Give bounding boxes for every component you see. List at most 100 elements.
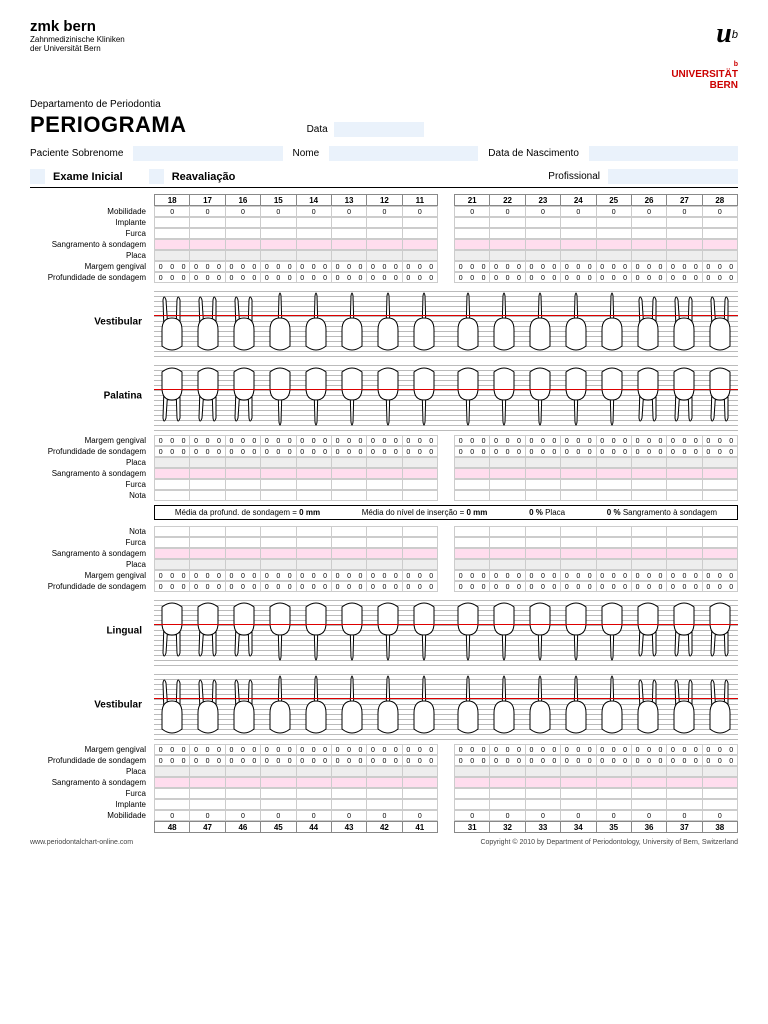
cell[interactable] bbox=[667, 468, 702, 479]
cell[interactable]: 000 bbox=[226, 570, 261, 581]
cell[interactable] bbox=[632, 777, 667, 788]
cell[interactable] bbox=[490, 457, 525, 468]
cell[interactable] bbox=[226, 766, 261, 777]
cell[interactable] bbox=[332, 250, 367, 261]
cell[interactable] bbox=[261, 217, 296, 228]
cell[interactable] bbox=[561, 228, 596, 239]
cell[interactable]: 0 bbox=[490, 206, 525, 217]
cell[interactable]: 000 bbox=[597, 581, 632, 592]
cell[interactable]: 000 bbox=[703, 744, 738, 755]
cell[interactable]: 000 bbox=[190, 755, 225, 766]
cell[interactable] bbox=[190, 537, 225, 548]
cell[interactable] bbox=[703, 548, 738, 559]
cell[interactable] bbox=[526, 479, 561, 490]
cell[interactable] bbox=[632, 559, 667, 570]
cell[interactable] bbox=[261, 479, 296, 490]
cell[interactable] bbox=[703, 788, 738, 799]
cell[interactable]: 000 bbox=[190, 581, 225, 592]
cell[interactable] bbox=[332, 490, 367, 501]
cell[interactable] bbox=[597, 239, 632, 250]
cell[interactable] bbox=[403, 239, 438, 250]
cell[interactable]: 000 bbox=[332, 570, 367, 581]
cell[interactable] bbox=[226, 490, 261, 501]
cell[interactable] bbox=[154, 490, 190, 501]
cell[interactable]: 000 bbox=[703, 446, 738, 457]
cell[interactable] bbox=[403, 559, 438, 570]
cell[interactable] bbox=[226, 537, 261, 548]
cell[interactable]: 000 bbox=[154, 261, 190, 272]
cell[interactable] bbox=[632, 239, 667, 250]
cell[interactable]: 0 bbox=[332, 810, 367, 821]
cell[interactable] bbox=[526, 239, 561, 250]
cell[interactable]: 000 bbox=[367, 755, 402, 766]
cell[interactable] bbox=[367, 799, 402, 810]
cell[interactable] bbox=[403, 228, 438, 239]
cell[interactable]: 000 bbox=[297, 261, 332, 272]
cell[interactable]: 000 bbox=[667, 261, 702, 272]
cell[interactable]: 0 bbox=[454, 810, 490, 821]
cell[interactable]: 000 bbox=[703, 261, 738, 272]
cell[interactable] bbox=[561, 490, 596, 501]
cell[interactable]: 000 bbox=[703, 581, 738, 592]
cell[interactable] bbox=[190, 228, 225, 239]
cell[interactable] bbox=[561, 548, 596, 559]
cell[interactable] bbox=[454, 777, 490, 788]
cell[interactable] bbox=[561, 537, 596, 548]
cell[interactable]: 000 bbox=[226, 755, 261, 766]
cell[interactable] bbox=[297, 799, 332, 810]
cell[interactable]: 000 bbox=[526, 435, 561, 446]
cell[interactable] bbox=[367, 537, 402, 548]
cell[interactable]: 000 bbox=[667, 435, 702, 446]
cell[interactable] bbox=[332, 777, 367, 788]
cell[interactable]: 000 bbox=[190, 570, 225, 581]
cell[interactable] bbox=[297, 239, 332, 250]
cell[interactable]: 000 bbox=[632, 272, 667, 283]
cell[interactable] bbox=[154, 468, 190, 479]
cell[interactable]: 000 bbox=[332, 446, 367, 457]
cell[interactable] bbox=[261, 799, 296, 810]
cell[interactable]: 000 bbox=[226, 446, 261, 457]
cell[interactable]: 000 bbox=[597, 744, 632, 755]
cell[interactable] bbox=[154, 548, 190, 559]
cell[interactable]: 000 bbox=[454, 744, 490, 755]
cell[interactable]: 000 bbox=[297, 272, 332, 283]
cell[interactable]: 0 bbox=[226, 810, 261, 821]
cell[interactable] bbox=[703, 526, 738, 537]
cell[interactable] bbox=[597, 490, 632, 501]
cell[interactable] bbox=[190, 559, 225, 570]
cell[interactable]: 0 bbox=[597, 810, 632, 821]
cell[interactable] bbox=[526, 217, 561, 228]
checkbox-reav[interactable] bbox=[149, 169, 164, 184]
cell[interactable]: 000 bbox=[261, 446, 296, 457]
cell[interactable]: 000 bbox=[561, 272, 596, 283]
cell[interactable] bbox=[597, 537, 632, 548]
cell[interactable]: 0 bbox=[190, 810, 225, 821]
cell[interactable] bbox=[367, 559, 402, 570]
cell[interactable] bbox=[297, 526, 332, 537]
cell[interactable] bbox=[454, 490, 490, 501]
cell[interactable] bbox=[261, 250, 296, 261]
cell[interactable]: 000 bbox=[261, 581, 296, 592]
cell[interactable]: 000 bbox=[667, 755, 702, 766]
cell[interactable] bbox=[403, 537, 438, 548]
cell[interactable] bbox=[261, 457, 296, 468]
cell[interactable] bbox=[490, 788, 525, 799]
cell[interactable]: 000 bbox=[454, 261, 490, 272]
cell[interactable]: 000 bbox=[261, 744, 296, 755]
cell[interactable] bbox=[703, 217, 738, 228]
cell[interactable]: 000 bbox=[667, 744, 702, 755]
cell[interactable]: 000 bbox=[261, 755, 296, 766]
cell[interactable] bbox=[597, 228, 632, 239]
cell[interactable] bbox=[332, 799, 367, 810]
cell[interactable] bbox=[226, 479, 261, 490]
cell[interactable]: 0 bbox=[526, 810, 561, 821]
cell[interactable]: 000 bbox=[597, 570, 632, 581]
cell[interactable] bbox=[403, 250, 438, 261]
cell[interactable]: 0 bbox=[703, 810, 738, 821]
cell[interactable]: 0 bbox=[154, 206, 190, 217]
cell[interactable] bbox=[490, 526, 525, 537]
cell[interactable] bbox=[703, 228, 738, 239]
input-prof[interactable] bbox=[608, 169, 738, 184]
cell[interactable] bbox=[490, 479, 525, 490]
cell[interactable] bbox=[667, 526, 702, 537]
